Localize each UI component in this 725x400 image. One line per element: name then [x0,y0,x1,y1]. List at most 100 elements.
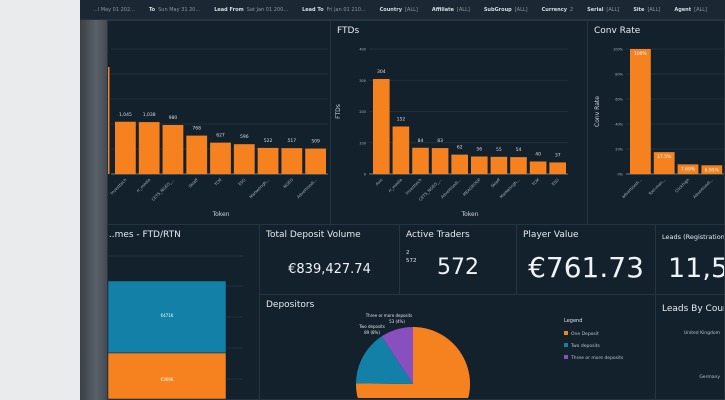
kpi-title: Active Traders [406,230,470,240]
filter-value: 2 [569,6,574,13]
kpi-value: 572 [437,255,479,280]
data-label: 40 [535,152,541,158]
y-tick-label: 0% [617,173,623,177]
x-tick-label: ESG [551,177,560,186]
bar [305,148,326,174]
filter-label: Affiliate [431,6,454,13]
x-tick-label: rr_media [387,177,403,193]
filter-7[interactable]: Currency 2 [542,7,574,13]
legend-item: Three or more deposits [570,355,624,361]
filter-label: Site [633,6,645,13]
data-label: 627 [216,133,225,139]
data-label: 55 [496,147,502,153]
x-tick-label: Avis [374,177,383,186]
data-label: 522 [264,138,273,144]
kpi-value: €839,427.74 [288,262,371,277]
bar [186,135,208,174]
bar [210,142,231,174]
filter-0[interactable]: ...l May 01 202... [90,7,135,13]
filter-label: Currency [541,6,567,13]
bar [490,156,508,174]
panel-token-chart: 1,045 Investtech 1,038 rr_media 980 CETS_NGEO… [107,20,331,225]
x-tick-label: Sklaff [187,177,199,189]
bar [392,126,410,174]
kpi-leads: Leads (Registrations) 11,5 [655,224,725,295]
data-label: 980 [169,115,178,121]
bar [549,162,566,174]
kpi-title: Player Value [523,230,579,240]
filter-2[interactable]: Lead From Sat Jan 01 200... [214,7,288,13]
data-label: 509 [311,139,320,145]
kpi-value: €761.73 [528,251,644,284]
pie-label-value: 89 (8%) [364,330,380,335]
y-axis-label: FTDs [335,104,342,119]
x-tick-label: Sklaff [490,177,502,189]
x-tick-label: advertisedi... [621,177,643,199]
panel-depositors: Depositors Two deposits 89 (8%) Three or m… [259,294,656,400]
kpi-small-values: 2 572 [406,249,417,265]
data-label: 152 [397,117,406,123]
filter-label: Lead To [302,6,324,13]
bar [653,152,675,174]
x-tick-label: Investtech [404,177,423,196]
pie-label: Three or more deposits [365,313,413,318]
segment-label: €369K [161,377,174,382]
filter-value: [ALL] [456,6,470,13]
filter-9[interactable]: Site [ALL] [633,7,660,13]
filter-8[interactable]: Serial [ALL] [587,7,619,13]
filter-value: [ALL] [606,6,620,13]
filter-6[interactable]: SubGroup [ALL] [484,7,528,13]
filter-label: Country [379,6,402,13]
filter-4[interactable]: Country [ALL] [380,7,418,13]
x-tick-label: TCM [212,177,223,188]
bar [412,147,429,174]
kpi-total-deposit: Total Deposit Volume €839,427.74 [259,224,400,295]
pie-slice [356,336,413,384]
panel-title: FTDs [337,26,360,36]
y-tick-label: 80% [615,73,623,77]
filter-5[interactable]: Affiliate [ALL] [432,7,470,13]
y-axis-label: Conv Rate [594,96,601,127]
panel-volumes: ...mes - FTD/RTN €471K €369K [107,224,260,400]
y-tick-label: 300 [359,79,366,83]
panel-title: Conv Rate [594,26,641,36]
bar [701,165,723,174]
legend-swatch [564,355,568,359]
panel-leads-by-country: Leads By Count United Kingdom Germany [655,294,725,400]
monitor-bezel [80,0,107,400]
filter-value: ...l May 01 202... [93,6,135,13]
segment-label: €471K [161,313,174,318]
data-label: 6.95% [705,167,720,173]
country-label: United Kingdom [683,331,720,336]
data-label: 7.69% [681,166,696,172]
filter-label: Agent [674,6,692,13]
x-tick-label: ESG [237,177,246,186]
x-tick-label: Advertisedi... [296,177,318,199]
data-label: 596 [240,134,249,140]
legend-title: Legend [564,318,582,324]
bar [677,164,699,174]
bar [281,148,303,174]
data-label: 37 [555,152,561,158]
data-label: 62 [457,145,463,151]
legend-item: One Deposit [571,331,599,337]
bar-partial [108,67,110,174]
filter-label: To [148,6,156,13]
filter-bar: ...l May 01 202... To Sun May 31 20... Lead… [80,0,725,20]
filter-10[interactable]: Agent [ALL] [674,7,707,13]
bar [451,154,468,174]
filter-1[interactable]: To Sun May 31 20... [149,7,200,13]
filter-3[interactable]: Lead To Fri Jan 01 210... [302,7,366,13]
ftds-bar-chart: 0 100 200 300 400 FTDs 304 Avis 152 rr_media 84 Inv… [335,48,568,218]
panel-title: Leads By Count [662,304,724,314]
y-tick-label: 20% [615,148,623,152]
kpi-active-traders: Active Traders 2 572 572 [399,224,517,295]
bar [630,49,651,174]
filter-value: Sun May 31 20... [158,6,201,13]
bar [529,161,547,174]
kpi-small-1: 2 [406,250,410,256]
x-tick-label: Marketingh... [499,177,521,199]
data-label: 768 [192,126,201,132]
pie-slice [381,327,413,384]
filter-label: Lead From [214,6,244,13]
